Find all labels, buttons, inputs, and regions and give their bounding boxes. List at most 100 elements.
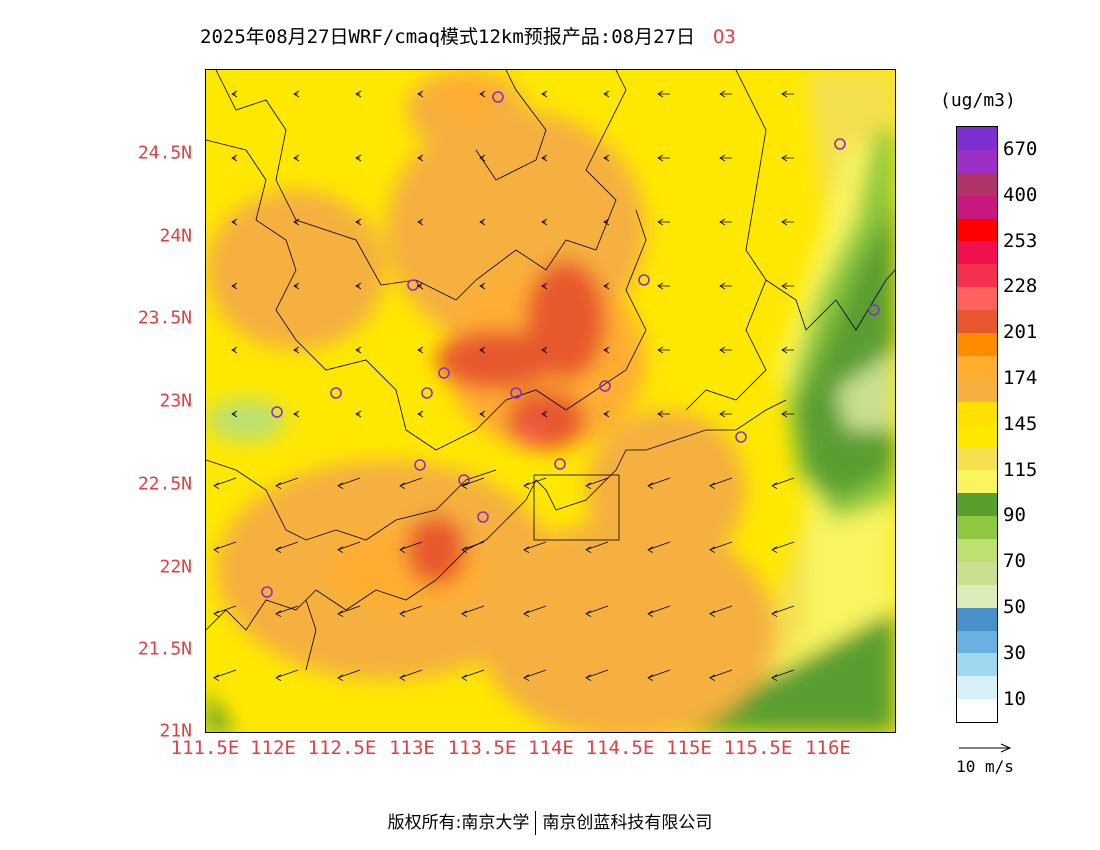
lon-label: 112E [250, 737, 296, 759]
wind-vector-arrow [213, 477, 237, 490]
wind-vector-arrow [523, 669, 547, 682]
wind-vector-arrow [603, 346, 610, 354]
legend-swatch [957, 333, 997, 356]
wind-vector-arrow [781, 154, 794, 162]
wind-vector-arrow [647, 541, 671, 554]
legend-swatch [957, 378, 997, 402]
wind-vector-arrow [585, 605, 609, 618]
wind-vector-arrow [541, 218, 548, 226]
legend-swatch [957, 424, 997, 448]
wind-vector-arrow [603, 282, 610, 290]
wind-vector-arrow [479, 282, 486, 290]
legend-swatch [957, 264, 997, 288]
legend-swatch [957, 287, 997, 311]
legend-swatch [957, 630, 997, 654]
wind-vector-arrow [647, 605, 671, 618]
wind-vector-arrow [771, 605, 795, 618]
wind-vector-arrow [293, 282, 300, 290]
legend-value: 90 [1003, 504, 1026, 527]
wind-vector-arrow [709, 605, 733, 618]
lon-label: 113.5E [447, 737, 517, 759]
wind-vector-arrow [461, 477, 485, 490]
legend-value: 115 [1003, 458, 1038, 481]
lon-label: 113E [389, 737, 435, 759]
wind-vector-arrow [603, 90, 610, 98]
wind-vector-arrow [719, 410, 732, 418]
wind-vector-arrow [337, 605, 361, 618]
wind-vector-arrow [657, 410, 670, 418]
wind-vector-arrow [771, 477, 795, 490]
wind-vector-arrow [213, 541, 237, 554]
wind-vector-arrow [479, 346, 486, 354]
wind-vector-arrow [293, 346, 300, 354]
title-text: 2025年08月27日WRF/cmaq模式12km预报产品:08月27日 [200, 26, 695, 48]
wind-vector-arrow [585, 477, 609, 490]
wind-vector-arrow [541, 282, 548, 290]
wind-vector-arrow [541, 90, 548, 98]
legend-swatch [957, 355, 997, 379]
wind-vector-arrow [355, 282, 362, 290]
lon-label: 115E [666, 737, 712, 759]
wind-vector-arrow [541, 154, 548, 162]
legend-swatch [957, 218, 997, 242]
wind-vector-arrow [603, 218, 610, 226]
lon-label: 111.5E [170, 737, 240, 759]
wind-vector-arrow [719, 154, 732, 162]
wind-vector-arrow [461, 669, 485, 682]
wind-vector-arrow [781, 346, 794, 354]
wind-vector-arrow [657, 282, 670, 290]
wind-vector-arrow [399, 477, 423, 490]
lon-label: 114.5E [585, 737, 655, 759]
wind-vector-arrow [523, 477, 547, 490]
wind-vector-arrow [781, 218, 794, 226]
wind-vector-arrow [781, 90, 794, 98]
company-text: 南京创蓝科技有限公司 [542, 813, 713, 833]
footer-divider [535, 811, 537, 835]
wind-vector-arrow [399, 669, 423, 682]
legend-value: 228 [1003, 275, 1038, 298]
wind-vector-arrow [293, 154, 300, 162]
wind-vector-arrow [231, 90, 238, 98]
wind-vector-arrow [355, 154, 362, 162]
legend-swatch [957, 195, 997, 219]
wind-vector-arrow [719, 90, 732, 98]
pollutant-label: O3 [712, 26, 736, 48]
legend-swatch [957, 653, 997, 677]
lat-label: 21.5N [137, 638, 192, 660]
lon-label: 114E [528, 737, 574, 759]
legend-swatch [957, 584, 997, 608]
lat-label: 22.5N [137, 473, 192, 495]
wind-arrow-icon [959, 743, 1012, 753]
legend-value: 10 [1003, 687, 1026, 710]
wind-vector-arrow [709, 477, 733, 490]
wind-vector-arrow [355, 410, 362, 418]
wind-vector-arrow [275, 541, 299, 554]
wind-vector-arrow [355, 346, 362, 354]
lat-label: 24N [159, 225, 192, 247]
wind-vector-arrow [231, 154, 238, 162]
lat-label: 24.5N [137, 142, 192, 164]
legend-swatch [957, 127, 997, 150]
lat-label: 23.5N [137, 307, 192, 329]
wind-vector-arrow [275, 477, 299, 490]
legend-swatch [957, 699, 997, 723]
wind-vector-arrow [213, 605, 237, 618]
legend-swatch [957, 561, 997, 585]
legend-value: 670 [1003, 137, 1038, 160]
wind-vector-arrow [479, 218, 486, 226]
wind-vector-arrow [647, 477, 671, 490]
legend-value: 174 [1003, 366, 1038, 389]
legend-swatch [957, 676, 997, 700]
wind-vector-arrow [585, 669, 609, 682]
wind-reference: 10 m/s [945, 743, 1025, 776]
lon-label: 112.5E [307, 737, 377, 759]
wind-vector-arrow [479, 154, 486, 162]
wind-vector-arrow [231, 346, 238, 354]
wind-vector-arrow [337, 541, 361, 554]
legend-swatch [957, 607, 997, 631]
wind-vector-arrow [771, 541, 795, 554]
wind-vector-arrow [417, 218, 424, 226]
lat-label: 21N [159, 720, 192, 742]
concentration-field [206, 70, 895, 732]
wind-vector-arrow [293, 218, 300, 226]
